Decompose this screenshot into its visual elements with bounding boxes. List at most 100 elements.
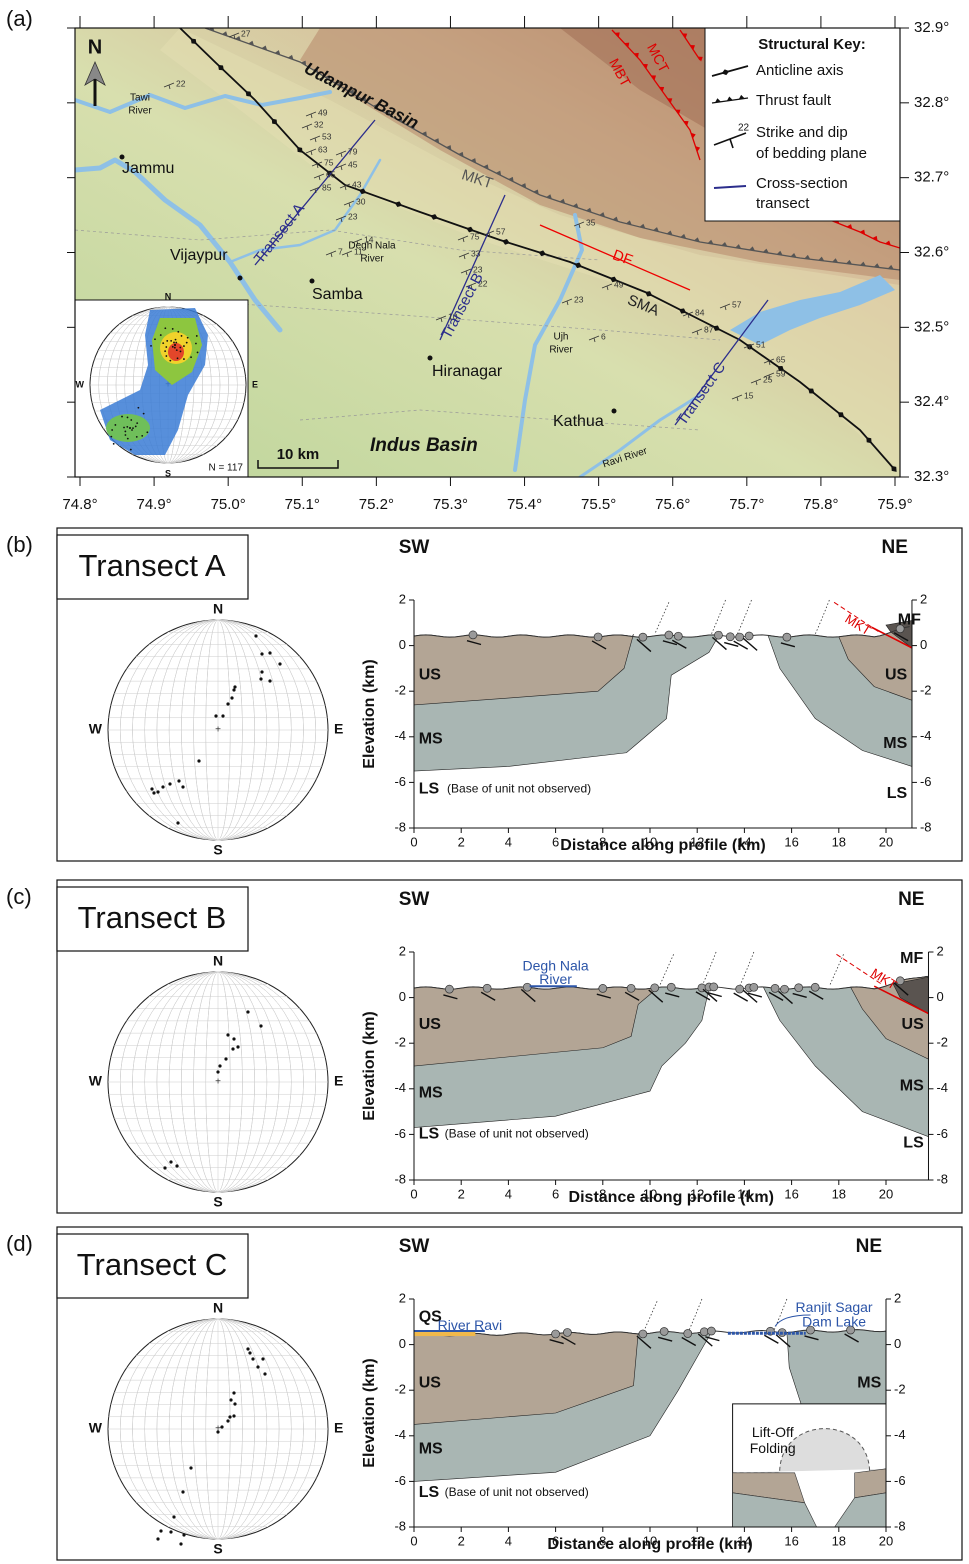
strike-dip-symbol: [682, 311, 694, 319]
dip-tick: [657, 1336, 673, 1342]
stereonet-count: N = 117: [208, 463, 243, 474]
pole-point: [175, 1164, 179, 1168]
pole-point: [263, 1372, 267, 1376]
anticline-symbol: [358, 188, 367, 195]
stereonet-label: W: [89, 1073, 103, 1089]
pole-point: [232, 1037, 236, 1041]
pole-point: [236, 1045, 240, 1049]
mkt-fault: [873, 985, 929, 1015]
surface: [413, 626, 910, 638]
legend-label: of bedding plane: [756, 145, 867, 162]
y-tick-label: 0: [399, 989, 406, 1004]
pole-point: [130, 419, 133, 421]
thrust-tooth: [872, 235, 878, 241]
x-tick-label: 2: [458, 1533, 465, 1548]
x-tick-label: 18: [832, 834, 846, 849]
dip-tick: [549, 1339, 564, 1345]
stereonet-label: N: [165, 291, 172, 301]
thrust-tooth: [458, 151, 464, 157]
x-tick-label: 4: [505, 1186, 512, 1201]
measurement-site: [846, 1325, 855, 1335]
river-label: River: [549, 345, 573, 356]
anticline-symbol: [271, 118, 278, 125]
stereonet-label: N: [213, 953, 223, 969]
y-tick-label: -6: [394, 1473, 406, 1488]
unit-label: (Base of unit not observed): [447, 781, 591, 795]
pole-point: [162, 342, 165, 345]
pole-point: [190, 356, 192, 359]
road: [299, 409, 701, 431]
dip-tick: [747, 992, 763, 998]
y2-tick-label: 2: [894, 1290, 901, 1305]
river-label: Ujh: [553, 332, 568, 343]
thrust-tooth: [659, 86, 665, 92]
pole-point: [132, 427, 134, 430]
pole-point: [232, 1414, 236, 1418]
pole-point: [224, 1057, 228, 1061]
dip-tick: [480, 991, 496, 1001]
y-tick-label: -8: [394, 819, 406, 834]
thrust-tooth: [495, 170, 502, 176]
y2-tick-label: 2: [920, 591, 927, 606]
pole-point: [141, 434, 144, 437]
dip-tick: [780, 642, 796, 648]
projected-fault: [659, 954, 674, 987]
y-tick-label: 32.6°: [914, 243, 949, 260]
x-tick-label: 4: [505, 834, 512, 849]
thrust-tooth: [653, 227, 659, 232]
dip-value: 35: [586, 217, 596, 227]
thrust-tooth: [248, 40, 254, 46]
unit-label: MS: [419, 730, 443, 747]
projected-fault: [828, 954, 844, 987]
thrust-tooth: [651, 75, 657, 81]
pole-point: [126, 437, 129, 440]
pole-point: [233, 1402, 237, 1406]
unit-label: US: [419, 1016, 442, 1033]
fault-label: MKT: [842, 611, 873, 638]
strike-dip-symbol: [305, 148, 317, 156]
strike-dip-symbol: [763, 372, 775, 380]
dip-tick: [804, 1335, 819, 1341]
dip-value: 23: [574, 294, 584, 304]
y-tick-label: -4: [394, 728, 406, 743]
thrust-tooth: [446, 145, 452, 151]
stereonet-label: N: [213, 601, 223, 617]
pole-point: [173, 341, 175, 344]
pole-point: [230, 696, 234, 700]
section-box: [56, 527, 963, 862]
dip-tick: [662, 640, 678, 646]
thrust-tooth: [586, 207, 592, 213]
thrust-tooth: [639, 223, 646, 229]
measurement-site: [714, 630, 723, 640]
y2-tick-label: -4: [936, 1080, 948, 1095]
y-tick-label: 32.5°: [914, 318, 949, 335]
stereonet-label: E: [252, 379, 258, 389]
pole-point: [129, 448, 132, 451]
feature-label: Dam Lake: [802, 1314, 866, 1330]
stereonet-label: W: [76, 379, 85, 389]
projected-fault: [701, 951, 717, 987]
measurement-site: [725, 632, 735, 642]
section-box: [56, 1226, 963, 1561]
dip-tick: [893, 632, 909, 642]
measurement-site: [709, 982, 719, 992]
strike-dip-symbol: [743, 343, 755, 351]
x-tick-label: 2: [458, 834, 465, 849]
strike-dip-symbol: [309, 186, 321, 194]
mkt-fault: [871, 626, 913, 649]
thrust-tooth: [625, 220, 632, 225]
unit-qs: [414, 1332, 476, 1337]
y-tick-label: -8: [394, 1171, 406, 1186]
measurement-site: [744, 631, 754, 641]
thrust-tooth: [372, 103, 379, 109]
fault-label: DF: [610, 247, 635, 270]
stereonet-center: +: [215, 1424, 221, 1435]
pole-point: [185, 341, 188, 344]
unit-label: QS: [419, 1308, 442, 1325]
dip-tick: [711, 636, 727, 651]
measurement-site: [735, 632, 745, 642]
pole-point: [231, 1047, 235, 1051]
thrust-tooth: [804, 254, 811, 260]
legend-title: Structural Key:: [758, 36, 866, 53]
